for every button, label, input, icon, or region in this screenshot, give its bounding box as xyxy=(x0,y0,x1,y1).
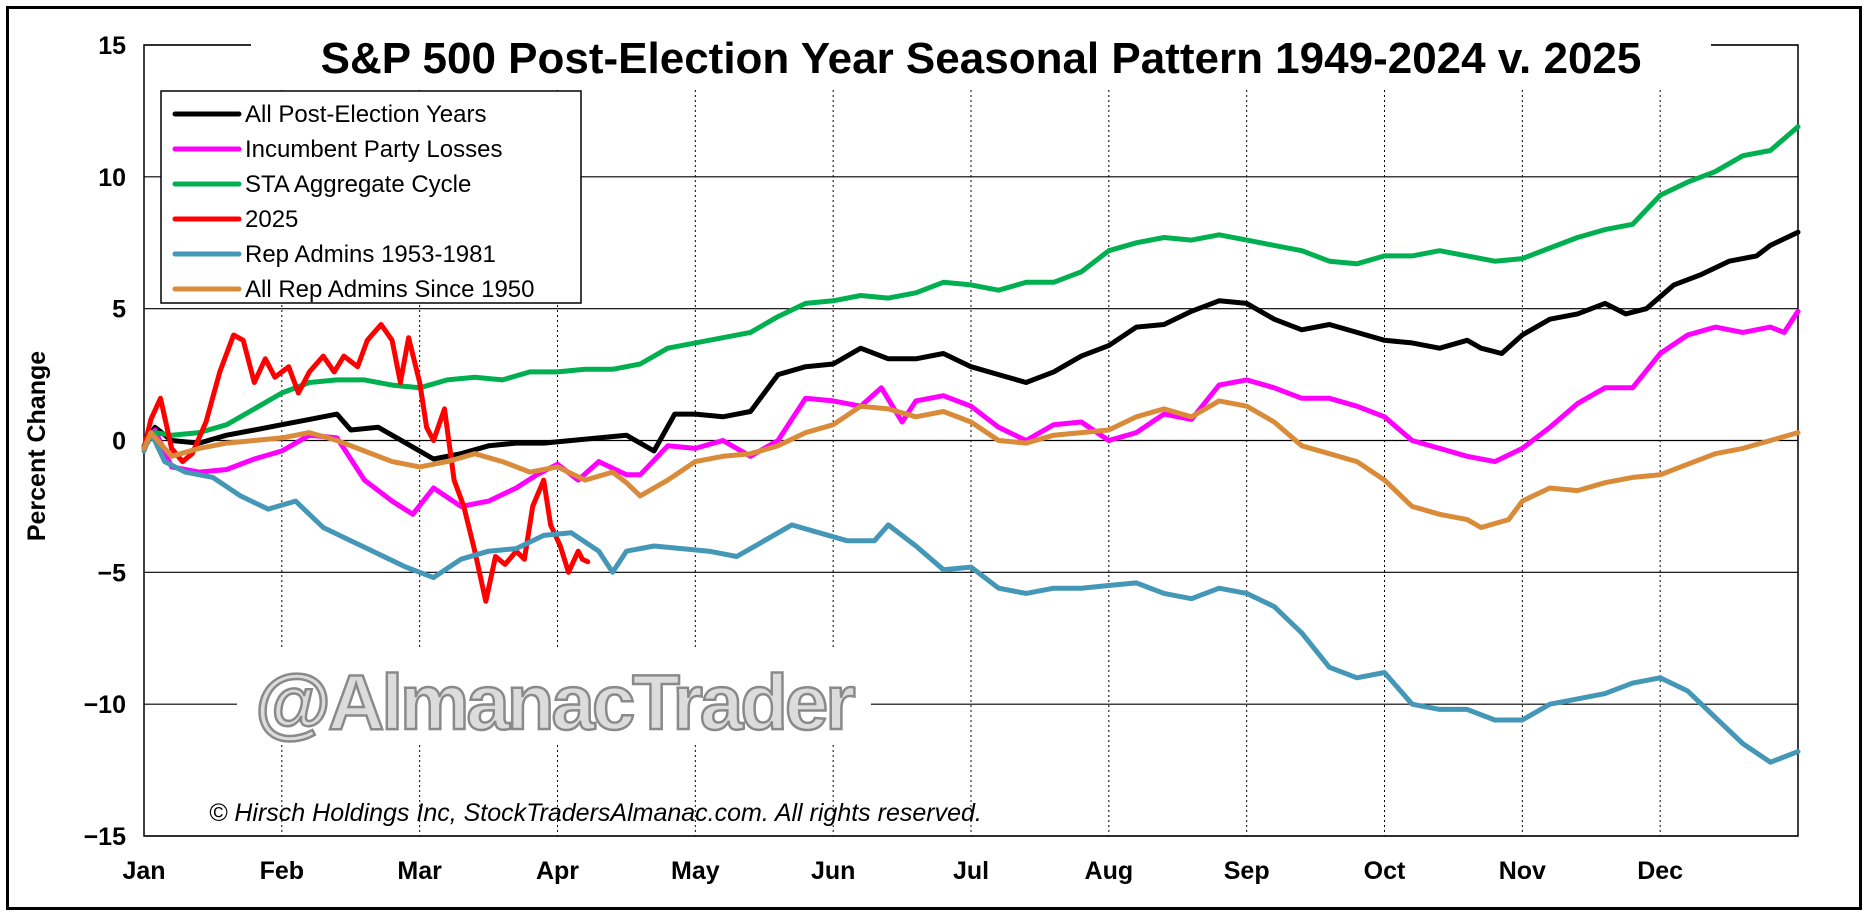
y-tick-label: 5 xyxy=(112,296,126,324)
x-tick-label: Nov xyxy=(1499,857,1546,885)
chart-frame: 15 10 5 0 −5 −10 −15 Jan Feb Mar Apr May Jun Jul Aug Se… xyxy=(6,6,1862,910)
y-tick-label: −5 xyxy=(97,559,126,587)
watermark-background xyxy=(237,647,871,745)
chart-title: S&P 500 Post-Election Year Seasonal Patt… xyxy=(321,34,1642,83)
copyright-text: © Hirsch Holdings Inc, StockTradersAlman… xyxy=(209,799,982,827)
legend-entry-label: 2025 xyxy=(245,206,298,233)
x-tick-label: Jan xyxy=(122,857,165,885)
legend-entry-label: Incumbent Party Losses xyxy=(245,136,502,163)
y-tick-label: −10 xyxy=(84,691,126,719)
legend-box xyxy=(160,90,582,304)
series-line xyxy=(141,308,1801,517)
legend: All Post-Election Years Incumbent Party L… xyxy=(160,90,582,304)
x-tick-label: Apr xyxy=(536,857,579,885)
y-tick-label: 15 xyxy=(98,32,126,60)
x-tick-label: Oct xyxy=(1364,857,1406,885)
chart-svg: 15 10 5 0 −5 −10 −15 Jan Feb Mar Apr May Jun Jul Aug Se… xyxy=(23,27,1801,885)
x-tick-label: Mar xyxy=(397,857,442,885)
series-line xyxy=(141,229,1801,462)
y-axis-label: Percent Change xyxy=(23,351,51,541)
y-tick-label: −15 xyxy=(84,823,127,851)
series-line xyxy=(141,430,1801,765)
series-line xyxy=(141,124,1801,449)
x-tick-label: Sep xyxy=(1224,857,1270,885)
x-tick-label: Jun xyxy=(811,857,855,885)
x-tick-label: May xyxy=(671,857,720,885)
y-tick-label: 10 xyxy=(98,164,126,192)
title-background xyxy=(251,27,1711,87)
x-tick-label: Feb xyxy=(260,857,304,885)
x-tick-label: Dec xyxy=(1637,857,1683,885)
x-tick-label: Jul xyxy=(953,857,989,885)
legend-entry-label: All Rep Admins Since 1950 xyxy=(245,276,535,303)
watermark: @AlmanacTrader xyxy=(255,658,855,746)
x-tick-label: Aug xyxy=(1085,857,1134,885)
series-layer xyxy=(141,124,1801,765)
axis-layer: 15 10 5 0 −5 −10 −15 Jan Feb Mar Apr May Jun Jul Aug Se… xyxy=(84,32,1684,885)
series-line xyxy=(141,322,591,604)
legend-entry-label: STA Aggregate Cycle xyxy=(245,171,471,198)
legend-entry-label: All Post-Election Years xyxy=(245,101,486,128)
legend-entry-label: Rep Admins 1953-1981 xyxy=(245,241,496,268)
series-line xyxy=(141,398,1801,530)
y-tick-label: 0 xyxy=(112,428,126,456)
